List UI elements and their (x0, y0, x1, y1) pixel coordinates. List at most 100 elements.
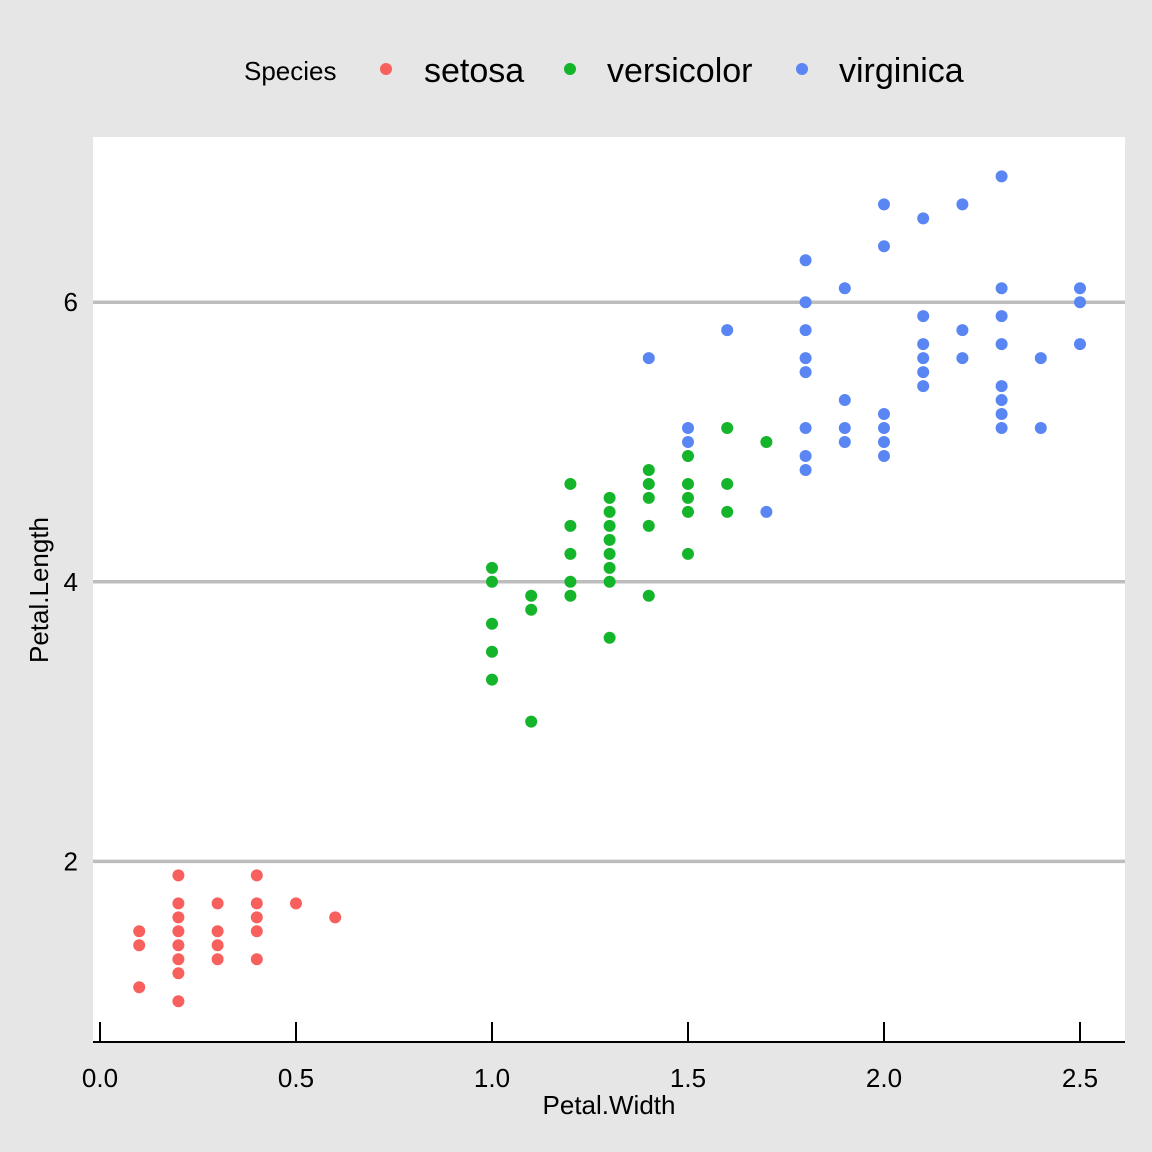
y-tick-label-1: 4 (64, 567, 78, 597)
point-virginica-29 (956, 352, 969, 365)
point-virginica-43 (1074, 296, 1086, 309)
point-setosa-21 (329, 911, 342, 924)
point-setosa-20 (290, 897, 302, 910)
point-setosa-10 (172, 869, 185, 882)
point-versicolor-33 (721, 422, 734, 435)
point-versicolor-26 (682, 547, 694, 560)
point-setosa-16 (250, 925, 263, 938)
point-versicolor-12 (564, 477, 577, 490)
point-setosa-13 (211, 925, 224, 938)
x-tick-label-4: 2.0 (866, 1063, 902, 1093)
point-virginica-19 (878, 422, 890, 435)
point-versicolor-10 (564, 547, 577, 560)
point-virginica-15 (838, 394, 851, 407)
point-virginica-28 (917, 212, 930, 225)
point-virginica-33 (995, 408, 1008, 421)
plot-panel (93, 137, 1125, 1042)
point-versicolor-2 (486, 617, 498, 630)
point-versicolor-28 (682, 491, 694, 504)
x-axis-title: Petal.Width (543, 1090, 676, 1120)
legend-label-versicolor: versicolor (607, 52, 752, 90)
point-virginica-2 (682, 422, 694, 435)
point-versicolor-9 (564, 575, 577, 588)
point-virginica-30 (956, 324, 969, 337)
point-versicolor-13 (603, 631, 616, 644)
point-virginica-27 (917, 310, 930, 323)
point-versicolor-21 (642, 589, 655, 602)
point-virginica-36 (995, 338, 1008, 351)
point-virginica-39 (995, 170, 1008, 183)
legend-key-setosa (380, 63, 392, 75)
point-versicolor-7 (525, 589, 538, 602)
point-setosa-18 (250, 897, 263, 910)
point-virginica-23 (917, 380, 930, 393)
point-virginica-44 (1074, 282, 1086, 295)
point-setosa-6 (172, 939, 185, 952)
point-virginica-21 (878, 240, 890, 253)
point-versicolor-32 (721, 477, 734, 490)
point-versicolor-19 (603, 505, 616, 518)
point-setosa-14 (211, 897, 224, 910)
point-setosa-9 (172, 897, 185, 910)
point-virginica-5 (799, 463, 812, 476)
axes: 0.0 0.5 1.0 1.5 2.0 2.5 2 4 6 (64, 287, 1125, 1093)
point-virginica-42 (1074, 338, 1086, 351)
legend-title: Species (244, 56, 337, 86)
point-virginica-9 (799, 352, 812, 365)
point-versicolor-5 (525, 715, 538, 728)
point-virginica-8 (799, 366, 812, 379)
point-setosa-8 (172, 911, 185, 924)
point-virginica-26 (917, 338, 930, 351)
point-virginica-7 (799, 422, 812, 435)
point-virginica-32 (995, 422, 1008, 435)
point-versicolor-23 (642, 491, 655, 504)
point-virginica-14 (838, 422, 851, 435)
point-versicolor-11 (564, 519, 577, 532)
point-virginica-10 (799, 324, 812, 337)
point-setosa-0 (133, 981, 146, 994)
data-points (133, 170, 1086, 1008)
point-versicolor-16 (603, 547, 616, 560)
x-tick-label-5: 2.5 (1062, 1063, 1098, 1093)
point-virginica-34 (995, 394, 1008, 407)
point-setosa-3 (172, 995, 185, 1008)
legend: Species setosa versicolor virginica (244, 52, 964, 90)
point-virginica-24 (917, 366, 930, 379)
point-virginica-16 (838, 282, 851, 295)
point-versicolor-24 (642, 477, 655, 490)
point-versicolor-31 (721, 505, 734, 518)
y-axis-title: Petal.Length (24, 517, 54, 663)
point-versicolor-15 (603, 561, 616, 574)
point-setosa-2 (133, 925, 146, 938)
point-versicolor-27 (682, 505, 694, 518)
x-tick-label-3: 1.5 (670, 1063, 706, 1093)
point-virginica-13 (838, 436, 851, 448)
point-virginica-31 (956, 198, 969, 211)
point-setosa-1 (133, 939, 146, 952)
point-versicolor-25 (642, 463, 655, 476)
legend-label-setosa: setosa (424, 52, 524, 90)
point-virginica-1 (682, 436, 694, 448)
point-versicolor-8 (564, 589, 577, 602)
point-virginica-0 (642, 352, 655, 365)
point-versicolor-30 (682, 449, 694, 462)
legend-label-virginica: virginica (839, 52, 964, 90)
point-virginica-4 (760, 505, 773, 518)
point-versicolor-22 (642, 519, 655, 532)
point-virginica-41 (1034, 352, 1047, 365)
point-versicolor-34 (760, 436, 773, 448)
legend-key-virginica (796, 63, 808, 75)
y-tick-label-0: 2 (64, 846, 78, 876)
legend-key-versicolor (564, 63, 576, 75)
point-virginica-17 (878, 449, 890, 462)
point-versicolor-1 (486, 645, 498, 658)
point-setosa-4 (172, 967, 185, 980)
point-versicolor-4 (486, 561, 498, 574)
point-versicolor-18 (603, 519, 616, 532)
point-virginica-22 (878, 198, 890, 211)
point-virginica-20 (878, 408, 890, 421)
point-versicolor-6 (525, 603, 538, 616)
y-tick-label-2: 6 (64, 287, 78, 317)
x-tick-label-2: 1.0 (474, 1063, 510, 1093)
